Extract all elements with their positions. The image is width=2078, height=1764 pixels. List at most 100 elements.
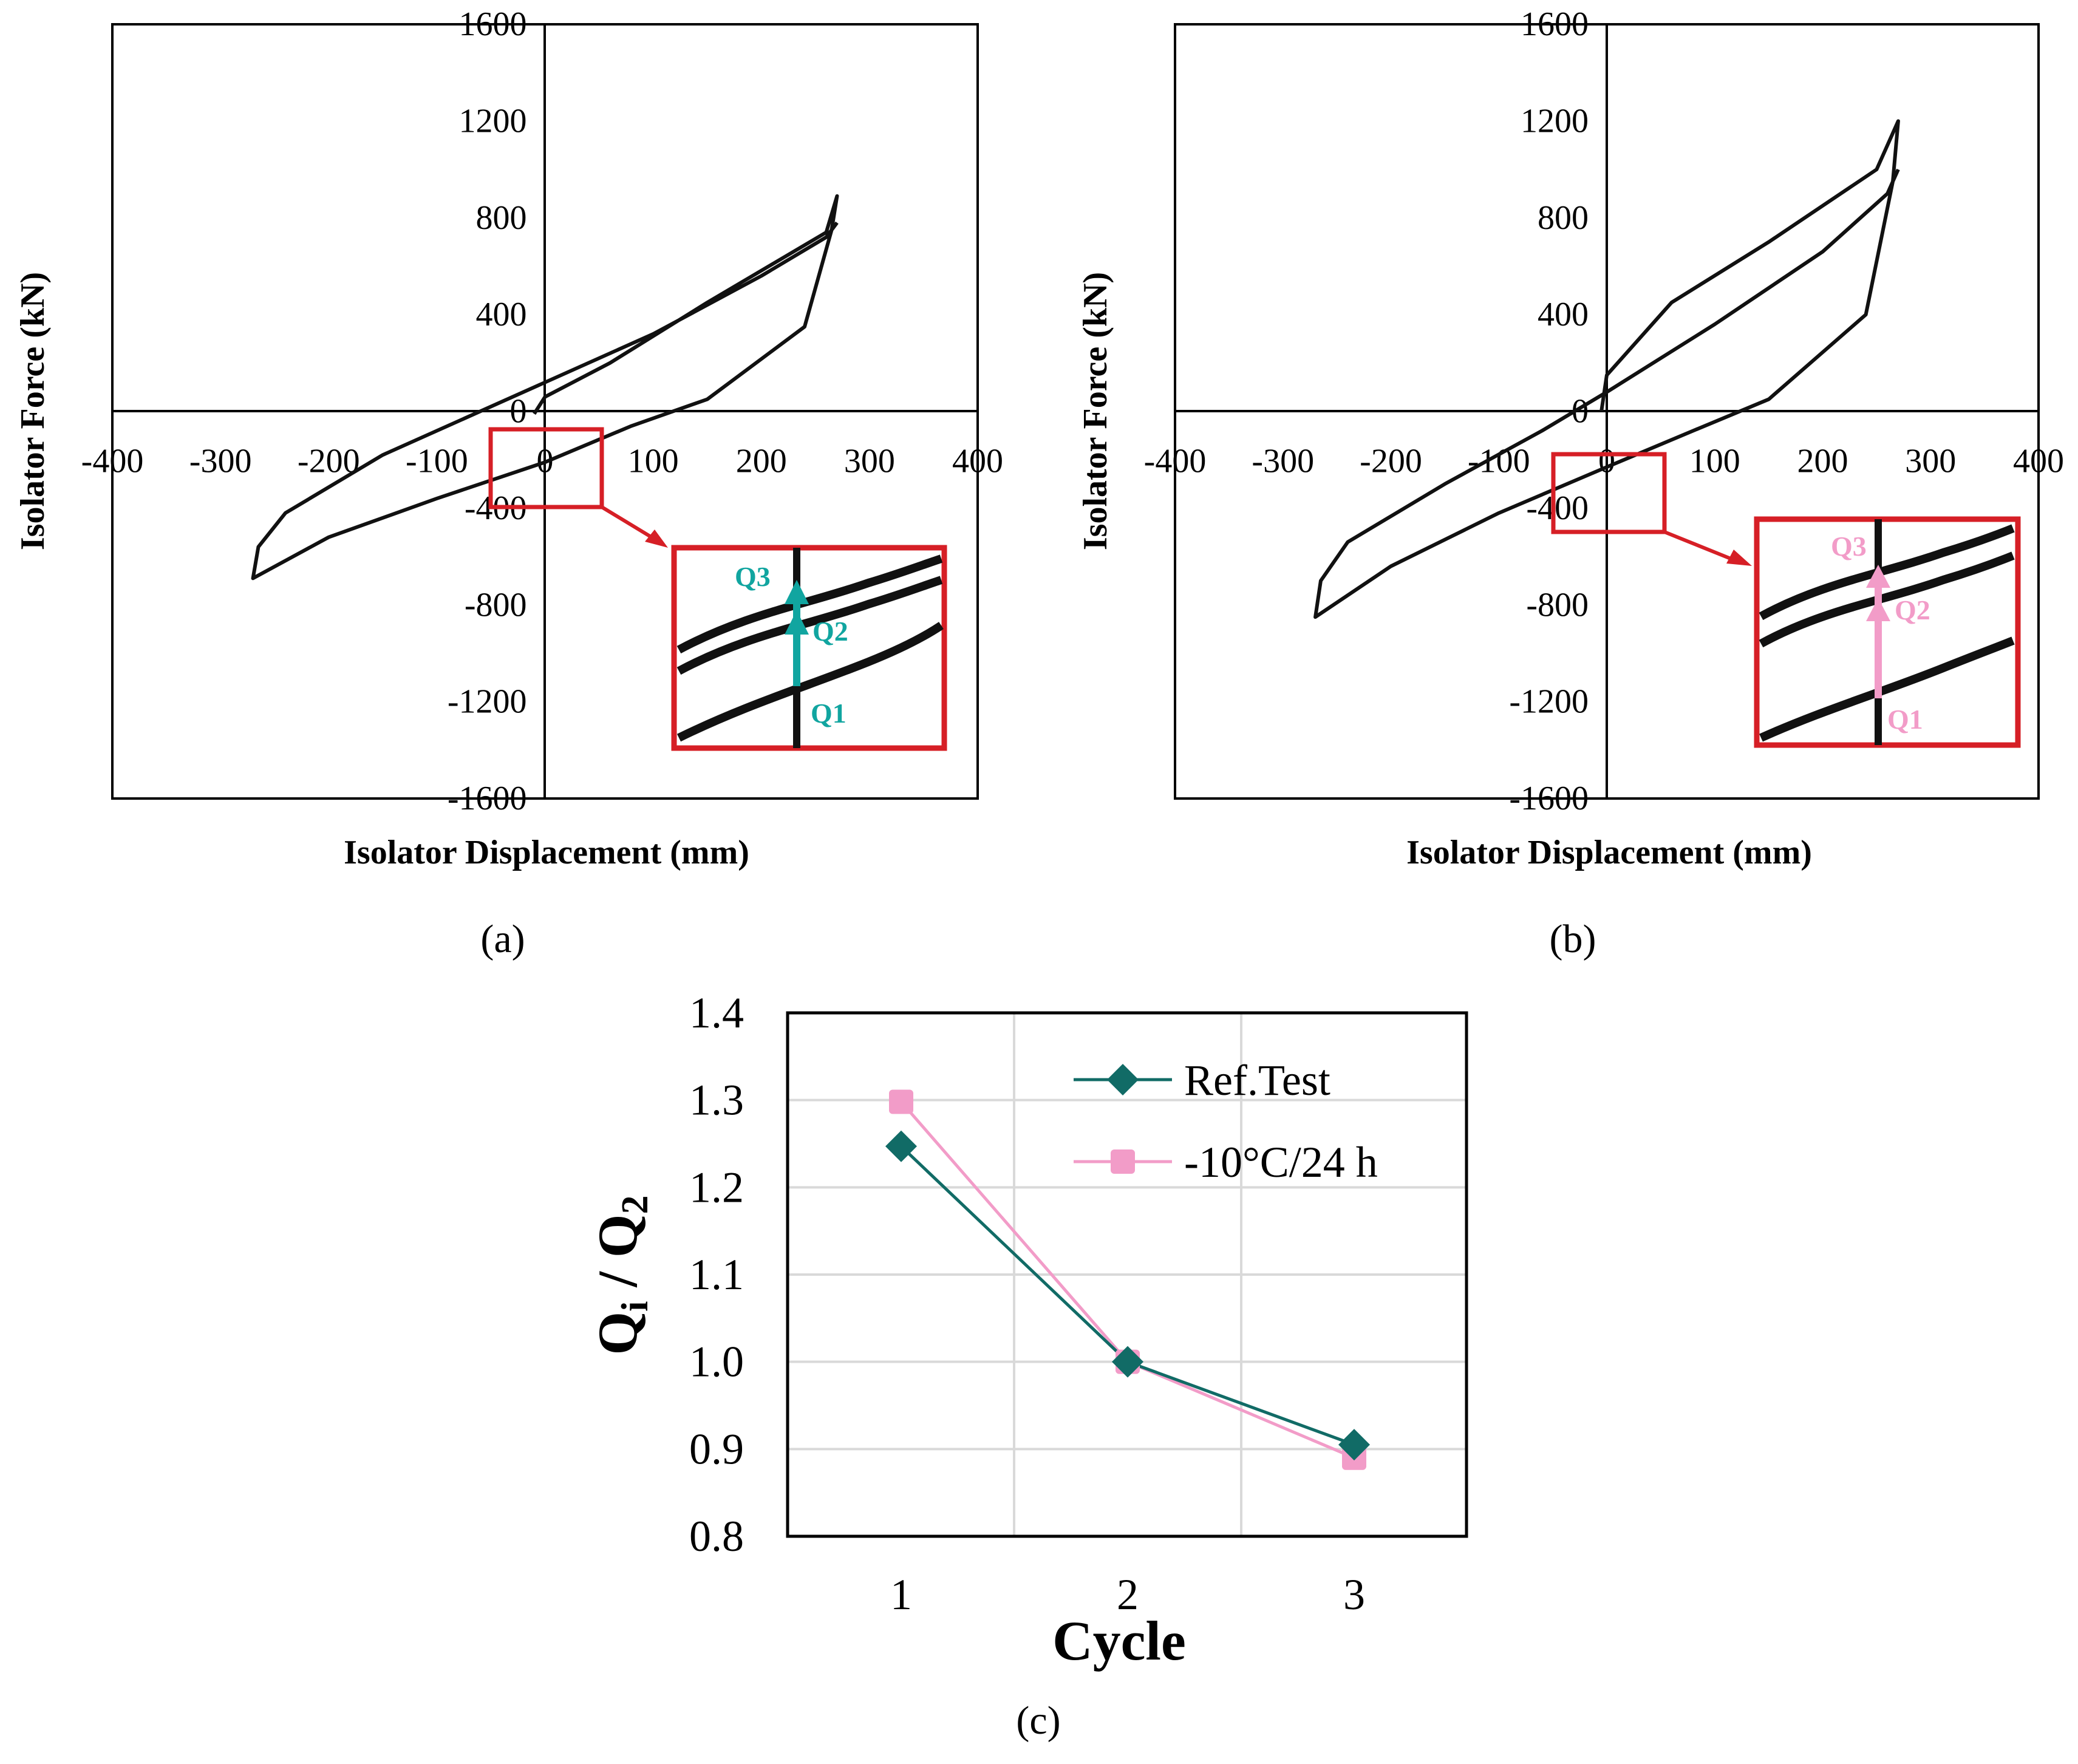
y-tick-label: 1.0 — [689, 1338, 744, 1386]
y-axis-title: Qi / Q2 — [587, 1196, 656, 1355]
data-point-ref-test — [1338, 1429, 1370, 1461]
x-tick-label: -200 — [1360, 443, 1422, 480]
label-q2: Q2 — [812, 616, 848, 647]
y-tick-label: 1.3 — [689, 1076, 744, 1125]
x-tick-label: 1 — [890, 1570, 912, 1619]
zoom-pointer-head — [645, 530, 668, 548]
inset-arrow-head-lower — [785, 610, 809, 635]
inset-curve-lower — [1759, 636, 2015, 742]
data-point-cold — [889, 1089, 913, 1114]
panel-c-chart: 1.4 1.3 1.2 1.1 1.0 0.9 0.8 1 2 3 Ref.Test -10°C… — [587, 989, 1468, 1743]
y-tick-label: -1600 — [1509, 780, 1589, 817]
y-title-sub-2: 2 — [615, 1196, 656, 1214]
inset-curve-upper — [676, 554, 943, 654]
series-line — [900, 1145, 1355, 1446]
data-point-ref-test — [885, 1130, 917, 1162]
hysteresis-series — [1313, 119, 1900, 619]
legend-marker-ref-test — [1107, 1064, 1139, 1095]
x-axis-title: Isolator Displacement (mm) — [344, 834, 749, 871]
legend-label-cold: -10°C/24 h — [1184, 1138, 1378, 1187]
y-tick-label: -400 — [1526, 489, 1589, 527]
y-tick-label: -800 — [1526, 586, 1589, 624]
panel-label-b: (b) — [1550, 917, 1596, 961]
y-tick-label: 800 — [476, 199, 527, 237]
inset-curve-upper — [1759, 524, 2015, 621]
legend-marker-cold — [1111, 1149, 1135, 1174]
plot-frame — [786, 1011, 1468, 1538]
inset-arrow-head-lower — [1866, 598, 1890, 621]
y-tick-label: 400 — [476, 296, 527, 333]
inset-curve-lower — [676, 622, 944, 742]
panel-label-c: (c) — [1016, 1698, 1060, 1743]
x-tick-label: -300 — [189, 443, 252, 480]
panel-b-chart: -400 -300 -200 -100 0 100 200 300 400 1600 1200 80… — [1077, 5, 2064, 961]
y-tick-label: 1600 — [1521, 5, 1589, 43]
x-tick-label: 3 — [1343, 1570, 1365, 1619]
y-tick-label: 800 — [1538, 199, 1589, 237]
x-tick-label: 200 — [736, 443, 787, 480]
y-tick-label: 1.1 — [689, 1250, 744, 1299]
label-q1: Q1 — [1887, 704, 1923, 735]
y-title-main: Q — [587, 1312, 649, 1355]
x-tick-label: -100 — [1468, 443, 1530, 480]
y-axis-title: Isolator Force (kN) — [14, 272, 52, 550]
y-tick-label: 1600 — [459, 5, 527, 43]
series-marks — [885, 1089, 1370, 1470]
inset-frame — [1754, 516, 2021, 748]
y-title-sep: / Q — [587, 1214, 649, 1301]
inset-arrow-head-upper — [785, 580, 809, 604]
y-tick-labels: 1.4 1.3 1.2 1.1 1.0 0.9 0.8 — [689, 989, 744, 1561]
label-q3: Q3 — [1831, 531, 1867, 562]
y-tick-label: -1600 — [448, 780, 527, 817]
x-tick-label: 200 — [1797, 443, 1848, 480]
label-q3: Q3 — [735, 561, 771, 592]
x-axis-title: Isolator Displacement (mm) — [1406, 834, 1812, 871]
zoom-pointer-arrow — [1663, 530, 1735, 562]
x-tick-label: 400 — [952, 443, 1003, 480]
panel-a-chart: -400 -300 -200 -100 0 100 200 300 400 1600120080… — [14, 5, 1003, 961]
x-tick-label: -400 — [1144, 443, 1207, 480]
legend: Ref.Test -10°C/24 h — [1074, 1056, 1378, 1187]
x-tick-label: -400 — [81, 443, 144, 480]
x-tick-labels: -400 -300 -200 -100 0 100 200 300 400 — [81, 443, 1003, 480]
legend-label-ref-test: Ref.Test — [1184, 1056, 1330, 1105]
zoom-inset: Q3 Q2 Q1 — [1754, 516, 2021, 748]
y-title-sub-i: i — [615, 1301, 656, 1312]
y-tick-label: 1.2 — [689, 1163, 744, 1211]
hysteresis-series — [251, 194, 839, 581]
x-tick-label: -300 — [1252, 443, 1314, 480]
inset-curve-middle — [676, 576, 943, 675]
y-axis-title: Isolator Force (kN) — [1077, 272, 1114, 550]
x-tick-label: 2 — [1117, 1570, 1139, 1619]
hysteresis-curves — [251, 194, 839, 581]
zoom-region-box — [1551, 452, 1667, 534]
y-tick-label: 400 — [1538, 296, 1589, 333]
zoom-region-box — [488, 427, 604, 509]
x-tick-label: 100 — [1689, 443, 1740, 480]
x-tick-label: 400 — [2013, 443, 2064, 480]
zoom-pointer-head — [1726, 550, 1752, 566]
label-q2: Q2 — [1895, 594, 1930, 625]
inset-arrow-head-upper — [1866, 565, 1890, 588]
x-tick-label: -100 — [406, 443, 468, 480]
y-tick-label: 0.8 — [689, 1512, 744, 1561]
x-tick-label: 0 — [1598, 443, 1615, 480]
x-tick-labels: -400 -300 -200 -100 0 100 200 300 400 — [1144, 443, 2064, 480]
x-axis-title: Cycle — [1052, 1610, 1186, 1672]
y-tick-label: -800 — [465, 586, 527, 624]
x-tick-label: 300 — [1905, 443, 1956, 480]
inset-curve-middle — [1759, 551, 2015, 648]
zoom-inset: Q3 Q2 Q1 — [671, 545, 947, 751]
x-tick-labels: 1 2 3 — [890, 1570, 1365, 1619]
x-tick-label: 100 — [628, 443, 679, 480]
y-tick-label: 0.9 — [689, 1425, 744, 1473]
y-tick-label: -1200 — [448, 683, 527, 721]
y-tick-label: 1.4 — [689, 989, 744, 1037]
y-tick-label: 1200 — [1521, 102, 1589, 140]
x-tick-label: 300 — [844, 443, 895, 480]
data-point-ref-test — [1112, 1346, 1143, 1378]
y-tick-label: 1200 — [459, 102, 527, 140]
